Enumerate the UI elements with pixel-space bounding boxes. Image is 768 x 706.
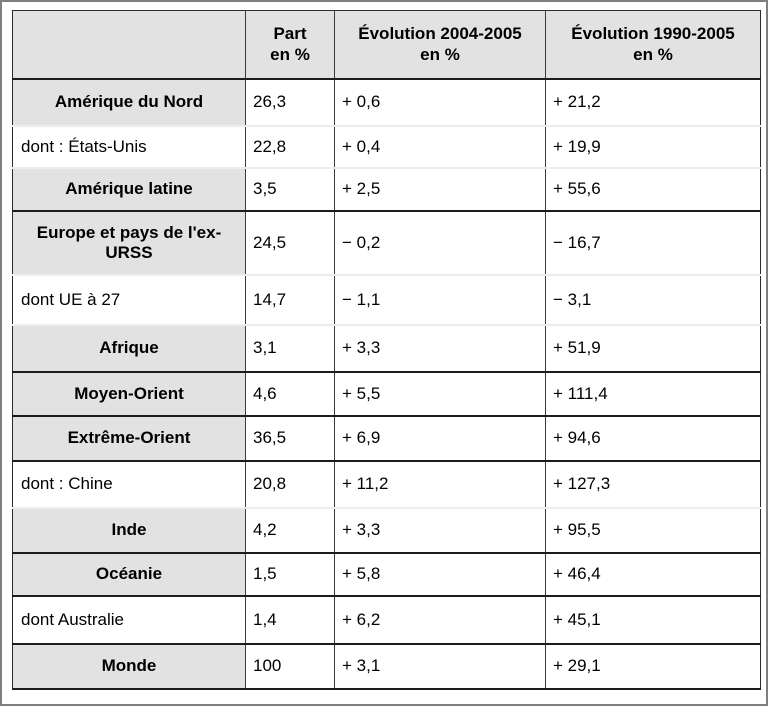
cell-evolution-2004-2005: + 0,4 bbox=[334, 125, 546, 169]
table-row: dont : États-Unis 22,8 + 0,4 + 19,9 bbox=[12, 125, 761, 169]
cell-evolution-1990-2005: + 45,1 bbox=[545, 595, 761, 645]
cell-evolution-1990-2005: + 29,1 bbox=[545, 643, 761, 689]
cell-part: 26,3 bbox=[245, 78, 335, 127]
cell-part: 36,5 bbox=[245, 415, 335, 462]
column-header-evolution-1990-2005: Évolution 1990-2005 en % bbox=[545, 10, 761, 80]
cell-evolution-1990-2005: + 111,4 bbox=[545, 371, 761, 417]
cell-evolution-1990-2005: + 51,9 bbox=[545, 324, 761, 373]
cell-evolution-2004-2005: + 6,2 bbox=[334, 595, 546, 645]
table-row: Europe et pays de l'ex-URSS 24,5 − 0,2 −… bbox=[12, 210, 761, 276]
column-header-line2: en % bbox=[420, 45, 460, 65]
cell-evolution-2004-2005: + 0,6 bbox=[334, 78, 546, 127]
cell-evolution-2004-2005: + 2,5 bbox=[334, 167, 546, 212]
table-row: Amérique latine 3,5 + 2,5 + 55,6 bbox=[12, 167, 761, 212]
row-label: Moyen-Orient bbox=[12, 371, 246, 417]
cell-part: 3,5 bbox=[245, 167, 335, 212]
row-label: Inde bbox=[12, 507, 246, 554]
row-label: dont Australie bbox=[12, 595, 246, 645]
cell-evolution-1990-2005: + 21,2 bbox=[545, 78, 761, 127]
cell-evolution-2004-2005: − 1,1 bbox=[334, 274, 546, 326]
table-header-row: Part en % Évolution 2004-2005 en % Évolu… bbox=[12, 10, 761, 80]
cell-evolution-2004-2005: + 5,8 bbox=[334, 552, 546, 597]
cell-part: 20,8 bbox=[245, 460, 335, 509]
table-row: Océanie 1,5 + 5,8 + 46,4 bbox=[12, 552, 761, 597]
cell-part: 100 bbox=[245, 643, 335, 689]
cell-evolution-1990-2005: + 55,6 bbox=[545, 167, 761, 212]
column-header-part: Part en % bbox=[245, 10, 335, 80]
cell-evolution-2004-2005: + 3,3 bbox=[334, 507, 546, 554]
table-row: Inde 4,2 + 3,3 + 95,5 bbox=[12, 507, 761, 554]
cell-evolution-1990-2005: + 127,3 bbox=[545, 460, 761, 509]
row-label: Monde bbox=[12, 643, 246, 689]
column-header-line2: en % bbox=[270, 45, 310, 65]
column-header-empty bbox=[12, 10, 246, 80]
cell-part: 22,8 bbox=[245, 125, 335, 169]
table-row: Moyen-Orient 4,6 + 5,5 + 111,4 bbox=[12, 371, 761, 417]
cell-part: 4,2 bbox=[245, 507, 335, 554]
cell-part: 4,6 bbox=[245, 371, 335, 417]
cell-evolution-1990-2005: + 19,9 bbox=[545, 125, 761, 169]
table-row: Extrême-Orient 36,5 + 6,9 + 94,6 bbox=[12, 415, 761, 462]
column-header-line1: Évolution 2004-2005 bbox=[358, 24, 522, 44]
cell-evolution-2004-2005: + 5,5 bbox=[334, 371, 546, 417]
table-row: Monde 100 + 3,1 + 29,1 bbox=[12, 643, 761, 689]
row-label: Afrique bbox=[12, 324, 246, 373]
cell-evolution-1990-2005: − 3,1 bbox=[545, 274, 761, 326]
cell-evolution-2004-2005: − 0,2 bbox=[334, 210, 546, 276]
row-label: Océanie bbox=[12, 552, 246, 597]
table-row: dont : Chine 20,8 + 11,2 + 127,3 bbox=[12, 460, 761, 509]
cell-part: 3,1 bbox=[245, 324, 335, 373]
cell-part: 1,5 bbox=[245, 552, 335, 597]
cell-evolution-2004-2005: + 6,9 bbox=[334, 415, 546, 462]
row-label: dont : Chine bbox=[12, 460, 246, 509]
cell-part: 14,7 bbox=[245, 274, 335, 326]
row-label: dont : États-Unis bbox=[12, 125, 246, 169]
cell-part: 1,4 bbox=[245, 595, 335, 645]
cell-evolution-1990-2005: + 94,6 bbox=[545, 415, 761, 462]
cell-evolution-2004-2005: + 11,2 bbox=[334, 460, 546, 509]
row-label: Extrême-Orient bbox=[12, 415, 246, 462]
table-row: dont UE à 27 14,7 − 1,1 − 3,1 bbox=[12, 274, 761, 326]
cell-evolution-1990-2005: + 46,4 bbox=[545, 552, 761, 597]
cell-evolution-2004-2005: + 3,1 bbox=[334, 643, 546, 689]
row-label: Amérique latine bbox=[12, 167, 246, 212]
cell-evolution-1990-2005: − 16,7 bbox=[545, 210, 761, 276]
table-row: dont Australie 1,4 + 6,2 + 45,1 bbox=[12, 595, 761, 645]
cell-evolution-1990-2005: + 95,5 bbox=[545, 507, 761, 554]
row-label: Amérique du Nord bbox=[12, 78, 246, 127]
column-header-line1: Évolution 1990-2005 bbox=[571, 24, 735, 44]
cell-evolution-2004-2005: + 3,3 bbox=[334, 324, 546, 373]
row-label: Europe et pays de l'ex-URSS bbox=[12, 210, 246, 276]
row-label: dont UE à 27 bbox=[12, 274, 246, 326]
column-header-line1: Part bbox=[273, 24, 307, 44]
cell-part: 24,5 bbox=[245, 210, 335, 276]
column-header-evolution-2004-2005: Évolution 2004-2005 en % bbox=[334, 10, 546, 80]
statistics-table: Part en % Évolution 2004-2005 en % Évolu… bbox=[12, 10, 761, 690]
table-row: Amérique du Nord 26,3 + 0,6 + 21,2 bbox=[12, 78, 761, 127]
table-row: Afrique 3,1 + 3,3 + 51,9 bbox=[12, 324, 761, 373]
column-header-line2: en % bbox=[633, 45, 673, 65]
